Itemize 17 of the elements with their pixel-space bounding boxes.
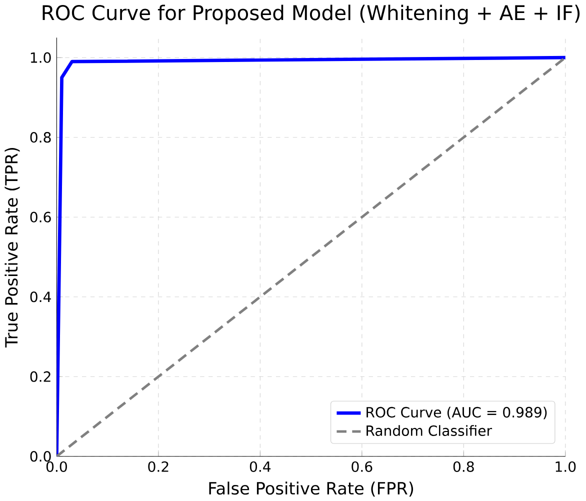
y-tick-label: 0.8 xyxy=(30,132,51,143)
x-tick-label: 0.6 xyxy=(352,461,372,472)
x-axis-title: False Positive Rate (FPR) xyxy=(209,481,414,496)
chart-title: ROC Curve for Proposed Model (Whitening + AE + IF) xyxy=(42,4,580,24)
x-tick-label: 0.4 xyxy=(250,461,271,472)
y-tick-label: 0.4 xyxy=(30,291,51,302)
x-tick-label: 0.2 xyxy=(148,461,168,472)
x-tick-label: 0.8 xyxy=(453,461,474,472)
x-tick-label: 1.0 xyxy=(556,461,576,472)
y-tick-label: 1.0 xyxy=(30,52,51,63)
y-tick-label: 0.6 xyxy=(30,212,51,222)
y-tick-label: 0.0 xyxy=(30,450,51,462)
legend-label: ROC Curve (AUC = 0.989) xyxy=(366,406,547,420)
legend-label: Random Classifier xyxy=(366,424,492,436)
y-tick-label: 0.2 xyxy=(30,371,50,382)
x-tick-label: 0.0 xyxy=(46,461,67,472)
y-axis-title: True Positive Rate (TPR) xyxy=(4,148,20,348)
